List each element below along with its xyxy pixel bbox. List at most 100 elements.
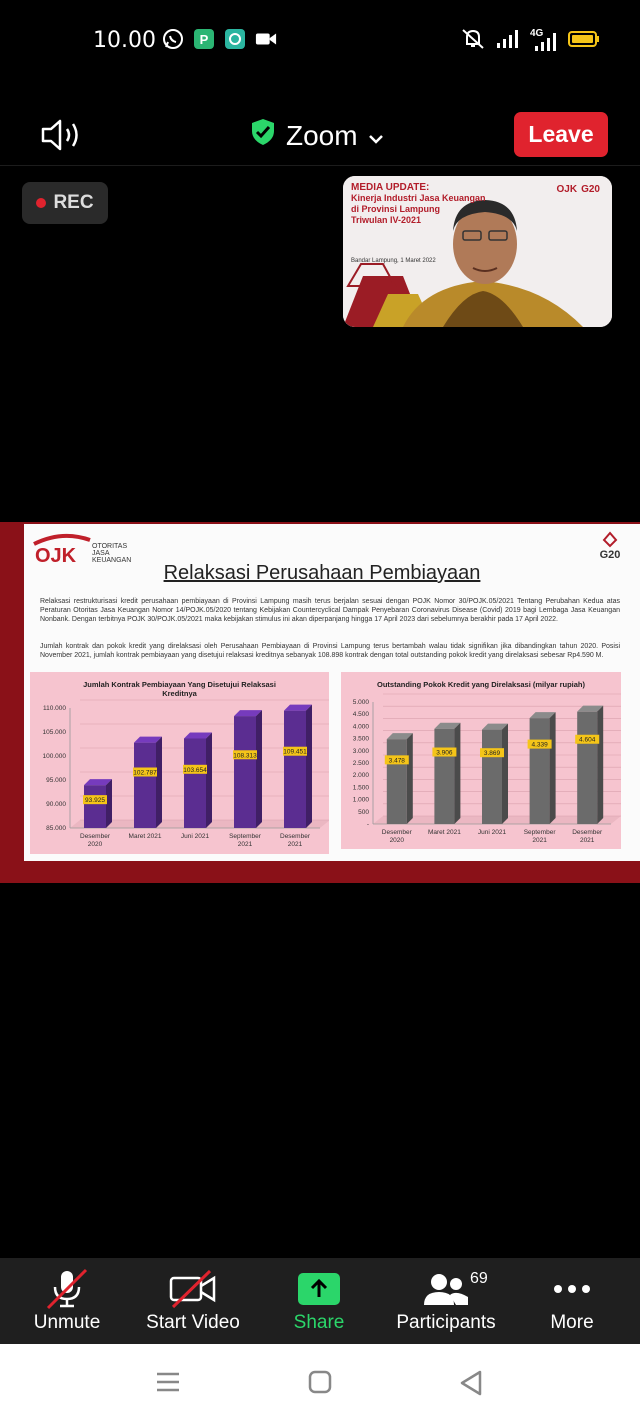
data-label-box [384,755,409,765]
bar-side [206,732,212,828]
recording-badge[interactable]: REC [22,182,108,224]
record-dot-icon [36,198,47,208]
signal-icon [496,29,520,54]
bar [184,738,206,828]
ojk-logo-sub2: JASA [92,550,110,557]
x-tick-label: 2020 [88,841,103,848]
mute-bell-icon [460,28,486,55]
participants-icon [421,1268,471,1310]
x-tick-label: Desember [572,829,603,836]
bar [234,716,256,828]
bar [577,711,598,824]
data-label: 3.869 [484,750,501,757]
more-label: More [550,1312,594,1333]
video-off-icon [168,1268,218,1310]
bar [434,728,455,824]
chart-kontrak: Jumlah Kontrak Pembiayaan Yang Disetujui… [30,672,329,854]
x-tick-label: September [524,829,557,836]
whatsapp-icon [162,28,184,50]
bar-side [597,705,604,824]
slide-title: Relaksasi Perusahaan Pembiayaan [163,562,481,584]
meeting-toolbar: Unmute Start Video Share 69 Participants… [0,1258,640,1344]
bar [386,739,407,824]
back-icon[interactable] [458,1370,484,1401]
y-tick-label: 2.500 [353,760,370,767]
ojk-logo: OJK OTORITAS JASA KEUANGAN [32,530,142,571]
battery-icon [568,30,600,53]
home-icon[interactable] [308,1370,332,1399]
y-tick-label: 110.000 [43,705,66,712]
data-label-box [183,764,207,774]
leave-button[interactable]: Leave [514,112,608,157]
system-icons: 4G [460,28,600,55]
ojk-logo-sub3: KEUANGAN [92,557,131,564]
bar [482,729,502,824]
ojk-logo-text: OJK [35,545,77,566]
data-label: 3.906 [436,750,453,757]
meeting-title-label: Zoom [286,119,358,151]
bar-side [406,733,413,824]
data-label-box [480,748,504,758]
data-label-box [575,734,600,744]
bar [134,742,156,828]
bar-side [306,704,312,828]
x-tick-label: 2021 [580,837,595,844]
start-video-label: Start Video [146,1312,240,1333]
x-tick-label: Desember [80,833,111,840]
bar-top [529,712,556,719]
y-tick-label: 85.000 [46,825,66,832]
p-app-icon: P [193,28,215,50]
participant-count: 69 [470,1270,488,1287]
x-tick-label: 2021 [238,841,253,848]
ojk-logo-sub1: OTORITAS [92,543,127,550]
y-tick-label: 95.000 [46,777,66,784]
muted-mic-icon [42,1268,92,1310]
chevron-down-icon [368,120,384,152]
bar-top [577,705,604,712]
y-tick-label: 3.500 [353,736,370,743]
bar-side [549,712,556,824]
y-tick-label: 4.500 [353,711,370,718]
x-tick-label: September [229,833,262,840]
y-tick-label: 100.000 [43,753,67,760]
chart-outstanding: Outstanding Pokok Kredit yang Direlaksas… [341,672,621,849]
presenter-video-thumbnail[interactable]: MEDIA UPDATE: Kinerja Industri Jasa Keua… [343,176,612,327]
video-camera-icon [255,28,277,50]
thumbnail-slide-text: MEDIA UPDATE: Kinerja Industri Jasa Keua… [351,182,486,225]
data-label-box [283,746,307,756]
meeting-title[interactable]: Zoom [250,118,384,153]
data-label-box [83,795,107,805]
status-bar: 10.00 P 4G [0,0,640,80]
shield-check-icon [250,118,276,153]
android-nav-bar [0,1344,640,1422]
participants-label: Participants [396,1312,496,1333]
svg-text:P: P [200,32,209,47]
x-tick-label: 2021 [288,841,303,848]
data-label: 103.654 [183,767,207,774]
participants-button[interactable]: 69 Participants [388,1258,504,1344]
chart-outstanding-plot: 5.000 4.500 4.000 3.500 3.000 2.500 2.000 1.500… [353,693,621,844]
bar-top [84,779,112,786]
chart-kontrak-plot: 110.000 105.000 100.000 95.000 90.000 85.000 9… [43,699,329,848]
bar [284,710,306,828]
shared-screen[interactable]: OJK OTORITAS JASA KEUANGAN G20 Relaksasi… [0,522,640,883]
share-label: Share [293,1312,345,1333]
bar-top [234,710,262,717]
start-video-button[interactable]: Start Video [136,1258,250,1344]
data-label: 109.451 [283,749,307,756]
y-tick-label: 90.000 [46,801,66,808]
y-tick-label: 3.000 [353,748,370,755]
recent-apps-icon[interactable] [155,1370,181,1399]
share-arrow-icon [294,1268,344,1310]
y-tick-label: 2.000 [353,772,370,779]
meeting-header: Zoom Leave [0,100,640,166]
unmute-button[interactable]: Unmute [20,1258,114,1344]
share-button[interactable]: Share [282,1258,356,1344]
y-tick-label: 105.000 [43,729,67,736]
speaker-icon[interactable] [40,118,84,152]
thumbnail-date: Bandar Lampung, 1 Maret 2022 [351,258,436,264]
notification-icons: P [162,28,277,50]
more-button[interactable]: More [536,1258,608,1344]
bar-side [502,723,508,824]
data-label: 3.478 [389,757,406,764]
